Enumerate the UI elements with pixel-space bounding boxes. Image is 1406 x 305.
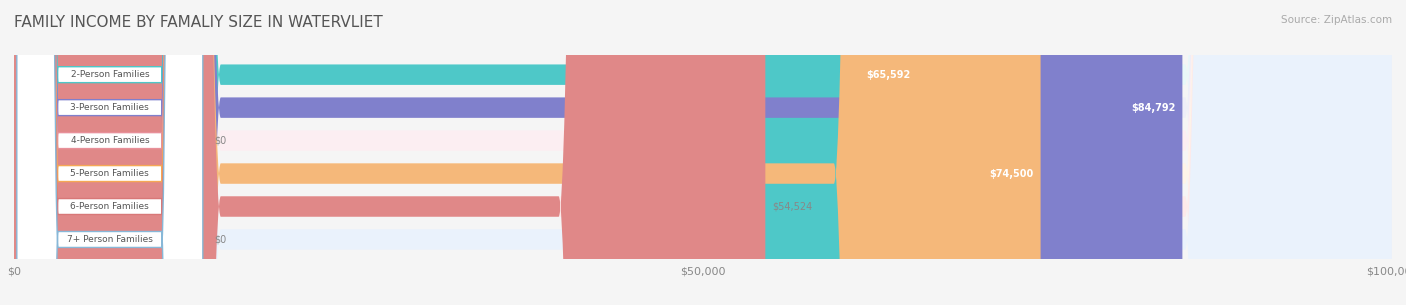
FancyBboxPatch shape <box>14 0 1182 305</box>
FancyBboxPatch shape <box>14 0 1392 305</box>
Text: $0: $0 <box>214 235 226 245</box>
FancyBboxPatch shape <box>17 0 202 305</box>
Text: $54,524: $54,524 <box>772 202 813 211</box>
FancyBboxPatch shape <box>14 0 1392 305</box>
FancyBboxPatch shape <box>14 0 918 305</box>
FancyBboxPatch shape <box>14 0 1040 305</box>
Text: $0: $0 <box>214 136 226 145</box>
Text: $74,500: $74,500 <box>990 169 1033 178</box>
FancyBboxPatch shape <box>14 0 1392 305</box>
Text: 3-Person Families: 3-Person Families <box>70 103 149 112</box>
FancyBboxPatch shape <box>17 0 202 305</box>
FancyBboxPatch shape <box>17 0 202 305</box>
FancyBboxPatch shape <box>14 0 1392 305</box>
FancyBboxPatch shape <box>17 0 202 305</box>
FancyBboxPatch shape <box>14 0 765 305</box>
Text: $84,792: $84,792 <box>1132 103 1175 113</box>
Text: 2-Person Families: 2-Person Families <box>70 70 149 79</box>
Text: $65,592: $65,592 <box>866 70 911 80</box>
Text: 7+ Person Families: 7+ Person Families <box>67 235 153 244</box>
Text: 5-Person Families: 5-Person Families <box>70 169 149 178</box>
FancyBboxPatch shape <box>14 0 1392 305</box>
FancyBboxPatch shape <box>14 0 1392 305</box>
FancyBboxPatch shape <box>17 0 202 305</box>
Text: 6-Person Families: 6-Person Families <box>70 202 149 211</box>
Text: 4-Person Families: 4-Person Families <box>70 136 149 145</box>
FancyBboxPatch shape <box>17 0 202 305</box>
Text: FAMILY INCOME BY FAMALIY SIZE IN WATERVLIET: FAMILY INCOME BY FAMALIY SIZE IN WATERVL… <box>14 15 382 30</box>
Text: Source: ZipAtlas.com: Source: ZipAtlas.com <box>1281 15 1392 25</box>
